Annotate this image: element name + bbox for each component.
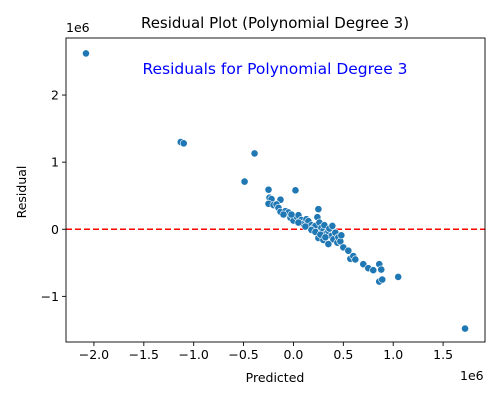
x-axis-label: Predicted <box>246 370 305 385</box>
data-point <box>461 324 469 333</box>
data-point <box>250 149 259 158</box>
x-tick-label: −1.5 <box>129 347 159 362</box>
y-tick-label: 1 <box>51 155 59 170</box>
data-point <box>394 273 403 281</box>
data-point <box>82 49 90 58</box>
data-point <box>294 218 303 227</box>
y-axis-label: Residual <box>14 166 29 219</box>
x-offset-label: 1e6 <box>460 368 484 383</box>
data-point <box>344 246 353 255</box>
plot-frame <box>65 37 486 343</box>
data-point <box>291 186 300 195</box>
x-tick-label: −2.0 <box>79 347 109 362</box>
data-point <box>324 240 333 248</box>
y-tick-label: 0 <box>51 222 59 237</box>
y-tick-label: 2 <box>51 88 59 103</box>
x-tick-label: 0.5 <box>333 347 353 362</box>
data-point <box>377 265 386 274</box>
x-tick-label: 1.0 <box>383 347 403 362</box>
data-point <box>240 177 249 186</box>
annotation-text: Residuals for Polynomial Degree 3 <box>142 60 407 78</box>
x-tick-label: 1.5 <box>433 347 453 362</box>
data-point <box>321 233 330 242</box>
chart-title: Residual Plot (Polynomial Degree 3) <box>141 14 409 32</box>
x-tick-label: 0.0 <box>284 347 304 362</box>
x-tick-label: −0.5 <box>228 347 258 362</box>
data-point <box>351 255 360 264</box>
data-point <box>287 210 296 219</box>
y-offset-label: 1e6 <box>66 20 90 35</box>
axis-ticks: −2.0 −1.5 −1.0 −0.5 0.0 0.5 1.0 1.5 −1 0 1 2 <box>41 88 453 362</box>
data-point <box>337 231 346 240</box>
data-point <box>378 275 387 284</box>
data-point <box>179 139 188 148</box>
data-point <box>369 266 378 275</box>
data-point <box>314 205 323 214</box>
x-tick-label: −1.0 <box>179 347 209 362</box>
y-tick-label: −1 <box>41 289 59 304</box>
data-point <box>301 222 310 231</box>
plot-area <box>65 37 486 343</box>
data-point <box>328 222 337 230</box>
data-point <box>279 210 288 219</box>
data-point <box>264 185 273 194</box>
